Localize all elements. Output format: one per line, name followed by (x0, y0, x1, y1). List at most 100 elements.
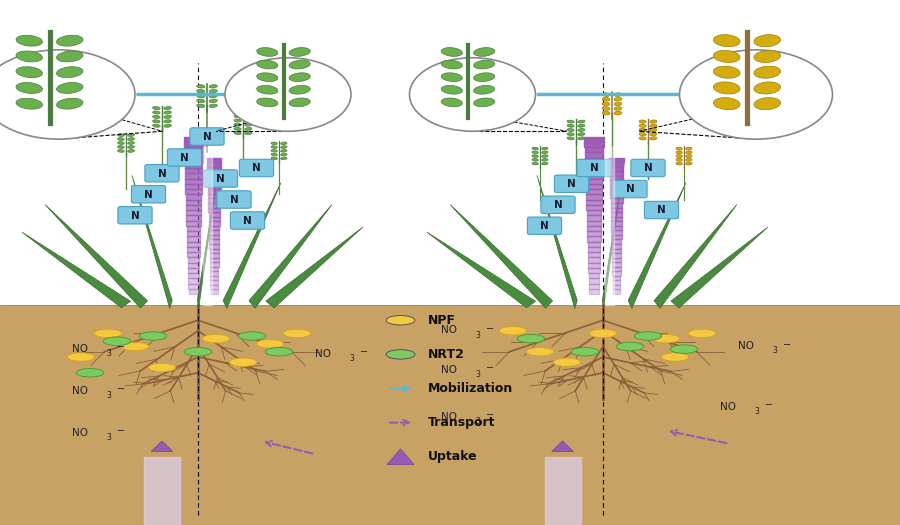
Ellipse shape (256, 340, 284, 348)
Ellipse shape (578, 124, 585, 127)
Ellipse shape (104, 337, 130, 345)
Text: NO: NO (441, 326, 457, 335)
Ellipse shape (676, 159, 682, 161)
Ellipse shape (209, 90, 217, 93)
Text: Uptake: Uptake (428, 450, 477, 463)
Ellipse shape (289, 60, 310, 69)
Ellipse shape (238, 332, 266, 340)
Text: N: N (216, 174, 225, 184)
Ellipse shape (614, 111, 622, 115)
Ellipse shape (140, 332, 166, 340)
Text: NO: NO (738, 341, 754, 351)
Ellipse shape (473, 98, 495, 107)
Text: 3: 3 (754, 407, 759, 416)
Ellipse shape (714, 82, 740, 94)
Ellipse shape (386, 350, 415, 359)
Ellipse shape (602, 93, 610, 97)
Ellipse shape (686, 155, 692, 158)
Text: 3: 3 (106, 433, 111, 442)
Ellipse shape (542, 159, 548, 161)
Ellipse shape (230, 358, 256, 366)
Ellipse shape (197, 94, 205, 98)
Ellipse shape (567, 137, 574, 140)
Ellipse shape (542, 162, 548, 165)
Ellipse shape (616, 342, 643, 351)
Ellipse shape (245, 132, 252, 134)
Text: N: N (130, 211, 140, 220)
Text: 3: 3 (475, 417, 480, 426)
Ellipse shape (281, 150, 287, 152)
Text: 3: 3 (475, 331, 480, 340)
Polygon shape (151, 441, 173, 452)
Ellipse shape (676, 151, 682, 154)
Ellipse shape (118, 150, 124, 152)
Text: NO: NO (72, 344, 88, 354)
Ellipse shape (578, 137, 585, 140)
Polygon shape (450, 204, 553, 308)
Ellipse shape (245, 119, 252, 122)
Ellipse shape (650, 132, 657, 136)
Ellipse shape (650, 120, 657, 123)
FancyBboxPatch shape (644, 201, 679, 219)
Text: −: − (486, 411, 494, 421)
Ellipse shape (256, 86, 278, 94)
FancyBboxPatch shape (145, 164, 179, 182)
Ellipse shape (754, 66, 780, 78)
Ellipse shape (650, 124, 657, 128)
Ellipse shape (614, 102, 622, 106)
Circle shape (225, 58, 351, 131)
Ellipse shape (16, 67, 42, 78)
FancyBboxPatch shape (217, 191, 251, 208)
Ellipse shape (118, 142, 124, 144)
Ellipse shape (754, 98, 780, 110)
Ellipse shape (16, 51, 42, 62)
Text: Transport: Transport (428, 416, 495, 429)
Ellipse shape (271, 157, 277, 160)
FancyBboxPatch shape (577, 159, 611, 177)
Ellipse shape (441, 73, 463, 81)
Ellipse shape (153, 120, 160, 123)
Ellipse shape (271, 146, 277, 149)
Ellipse shape (234, 119, 241, 122)
Polygon shape (132, 175, 172, 309)
Text: −: − (117, 426, 125, 436)
Text: −: − (117, 342, 125, 352)
Ellipse shape (662, 353, 688, 361)
Text: −: − (117, 384, 125, 394)
FancyBboxPatch shape (0, 304, 900, 525)
Ellipse shape (441, 86, 463, 94)
Ellipse shape (590, 329, 616, 338)
Ellipse shape (473, 73, 495, 81)
Text: 3: 3 (106, 391, 111, 400)
FancyBboxPatch shape (190, 128, 224, 145)
Text: N: N (626, 184, 634, 194)
Text: N: N (252, 163, 261, 173)
Circle shape (0, 50, 135, 139)
Polygon shape (552, 441, 573, 452)
Ellipse shape (602, 111, 610, 115)
FancyBboxPatch shape (554, 175, 589, 193)
Ellipse shape (639, 128, 646, 132)
Ellipse shape (245, 115, 252, 118)
Ellipse shape (128, 145, 134, 149)
Ellipse shape (68, 353, 94, 361)
Text: N: N (590, 163, 598, 173)
Ellipse shape (473, 48, 495, 56)
Text: N: N (243, 216, 252, 226)
Ellipse shape (164, 120, 171, 123)
Text: N: N (180, 153, 189, 163)
FancyBboxPatch shape (203, 170, 238, 187)
FancyBboxPatch shape (118, 206, 152, 224)
Ellipse shape (164, 124, 171, 127)
Text: NO: NO (441, 365, 457, 375)
Text: 3: 3 (349, 354, 354, 363)
FancyBboxPatch shape (0, 0, 900, 304)
Ellipse shape (164, 111, 171, 114)
Ellipse shape (614, 107, 622, 110)
Ellipse shape (567, 120, 574, 123)
Ellipse shape (572, 348, 598, 356)
Text: Mobilization: Mobilization (428, 382, 513, 395)
Ellipse shape (234, 115, 241, 118)
Ellipse shape (256, 48, 278, 56)
Text: NO: NO (72, 386, 88, 396)
